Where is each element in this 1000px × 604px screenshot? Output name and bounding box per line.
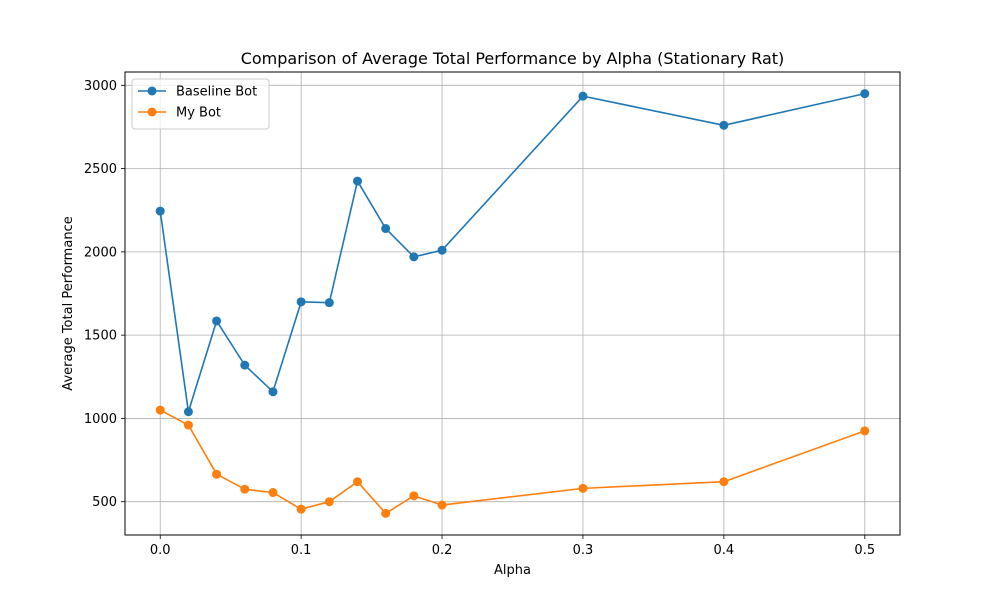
data-point xyxy=(437,500,447,510)
x-tick-label: 0.4 xyxy=(714,543,735,558)
data-point xyxy=(183,420,193,430)
x-tick-label: 0.1 xyxy=(291,543,312,558)
data-point xyxy=(409,252,419,262)
data-point xyxy=(155,405,165,415)
legend: Baseline Bot My Bot xyxy=(131,78,270,130)
data-point xyxy=(437,245,447,255)
data-point xyxy=(578,483,588,493)
x-tick-label: 0.5 xyxy=(854,543,875,558)
plot-area-frame xyxy=(124,71,901,536)
data-point xyxy=(212,316,222,326)
y-axis-label: Average Total Performance xyxy=(61,216,76,390)
series-layer xyxy=(155,89,870,518)
series-2 xyxy=(155,405,870,518)
data-point xyxy=(240,360,250,370)
legend-label: My Bot xyxy=(176,106,221,121)
data-point xyxy=(212,469,222,479)
x-axis-label: Alpha xyxy=(494,563,531,578)
tick-layer: 0.0 0.1 0.2 0.3 0.4 0.5 500 1000 1500 2000 2500 300… xyxy=(84,79,875,558)
y-tick-label: 3000 xyxy=(84,79,117,94)
data-point xyxy=(240,484,250,494)
data-point xyxy=(324,497,334,507)
legend-label: Baseline Bot xyxy=(176,85,257,100)
series-line xyxy=(159,409,866,515)
data-point xyxy=(296,297,306,307)
data-point xyxy=(155,206,165,216)
data-point xyxy=(860,89,870,99)
data-point xyxy=(719,120,729,130)
data-point xyxy=(578,91,588,101)
grid-layer xyxy=(125,72,900,535)
y-tick-label: 500 xyxy=(92,495,117,510)
data-point xyxy=(183,407,193,417)
y-tick-label: 1000 xyxy=(84,412,117,427)
y-tick-label: 1500 xyxy=(84,329,117,344)
data-point xyxy=(381,508,391,518)
data-point xyxy=(860,426,870,436)
series-1 xyxy=(155,89,870,417)
x-tick-label: 0.3 xyxy=(573,543,594,558)
data-point xyxy=(353,477,362,487)
data-point xyxy=(353,176,362,186)
series-line xyxy=(159,92,865,413)
data-point xyxy=(719,477,729,487)
x-tick-label: 0.0 xyxy=(150,543,171,558)
data-point xyxy=(268,488,278,498)
data-point xyxy=(409,491,419,501)
data-point xyxy=(381,224,391,234)
data-point xyxy=(296,504,306,514)
y-tick-label: 2000 xyxy=(84,245,117,260)
y-tick-label: 2500 xyxy=(84,162,117,177)
data-point xyxy=(324,298,334,308)
legend-marker xyxy=(147,107,157,117)
x-tick-label: 0.2 xyxy=(432,543,453,558)
legend-box xyxy=(131,78,270,130)
chart-title: Comparison of Average Total Performance … xyxy=(241,49,785,68)
data-point xyxy=(268,387,278,397)
legend-marker xyxy=(147,86,157,96)
